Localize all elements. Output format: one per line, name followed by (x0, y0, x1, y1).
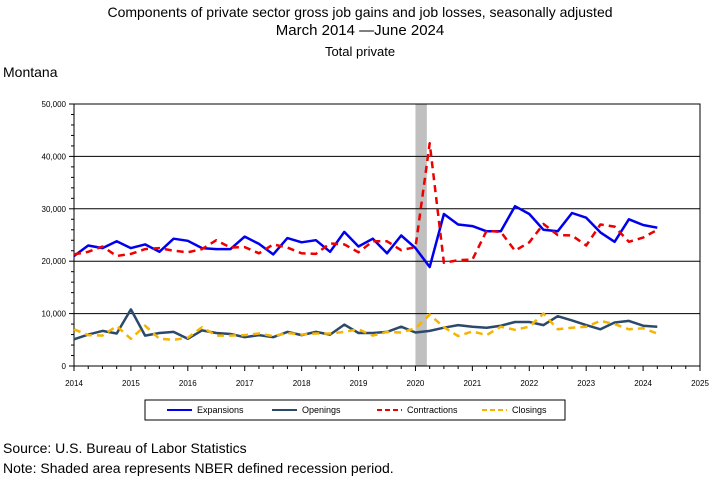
x-tick-label: 2022 (520, 379, 538, 388)
range-end: June 2024 (374, 22, 445, 39)
x-tick-label: 2019 (350, 379, 368, 388)
series-line-expansions (73, 204, 658, 269)
legend-label-closings: Closings (512, 405, 547, 415)
series-line-closings (73, 312, 658, 342)
recession-band (415, 104, 427, 366)
y-tick-label: 50,000 (42, 100, 67, 109)
recession-note: Note: Shaded area represents NBER define… (3, 460, 394, 476)
y-tick-label: 20,000 (42, 257, 67, 266)
x-tick-label: 2021 (463, 379, 481, 388)
y-tick-label: 30,000 (42, 205, 67, 214)
x-tick-label: 2018 (293, 379, 311, 388)
x-tick-label: 2017 (236, 379, 254, 388)
legend-label-contractions: Contractions (407, 405, 458, 415)
range-separator: — (359, 22, 375, 39)
x-tick-label: 2014 (65, 379, 83, 388)
legend-label-openings: Openings (302, 405, 341, 415)
legend-box (144, 399, 566, 421)
y-tick-label: 40,000 (42, 152, 67, 161)
region-label: Montana (3, 64, 58, 80)
y-tick-label: 0 (62, 362, 67, 371)
chart-date-range: March 2014 —June 2024 (0, 22, 720, 40)
chart-title: Components of private sector gross job g… (107, 4, 613, 20)
x-tick-label: 2023 (577, 379, 595, 388)
x-tick-label: 2025 (691, 379, 709, 388)
series-line-contractions (73, 142, 658, 265)
x-tick-label: 2024 (634, 379, 652, 388)
source-note: Source: U.S. Bureau of Labor Statistics (3, 440, 247, 456)
y-tick-label: 10,000 (42, 310, 67, 319)
range-start: March 2014 (275, 22, 355, 39)
x-tick-label: 2020 (407, 379, 425, 388)
x-tick-label: 2015 (122, 379, 140, 388)
chart-subtitle: Total private (324, 44, 396, 59)
x-tick-label: 2016 (179, 379, 197, 388)
legend-label-expansions: Expansions (197, 405, 244, 415)
